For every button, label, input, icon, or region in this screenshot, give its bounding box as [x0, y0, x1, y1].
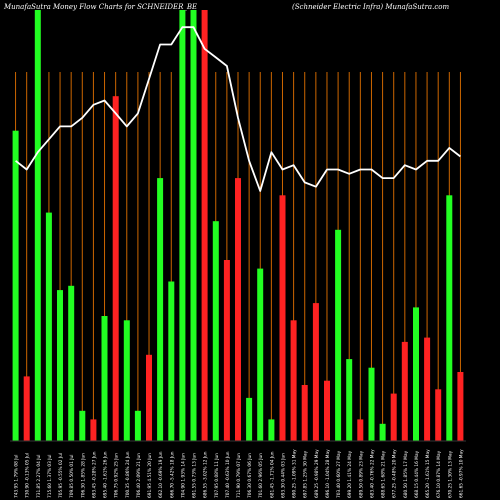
x-tick-label: 676.10 0.87% 14 May [436, 450, 442, 498]
bar-up [157, 178, 164, 441]
bar-down [401, 341, 408, 441]
bar-down [457, 372, 464, 441]
bar-series [12, 10, 464, 441]
x-tick-label: 693.45 -0.28% 27 Jun [91, 451, 97, 498]
x-tick-label: 707.40 -0.63% 10 Jun [225, 451, 231, 498]
bar-down [146, 354, 152, 441]
x-tick-label: 668.15 0.44% 16 May [414, 450, 420, 498]
bar-down [290, 320, 297, 441]
bar-down [390, 393, 397, 441]
bar-up [379, 423, 386, 441]
chart-title: MunafaSutra Money Flow Charts for SCHNEI… [4, 3, 198, 11]
bar-down [312, 303, 319, 441]
bar-up [212, 221, 219, 441]
bar-up [123, 320, 130, 441]
x-tick-label: 703.40 0.60% 27 May [336, 450, 342, 498]
bar-down [223, 260, 230, 441]
bar-up [12, 130, 19, 441]
x-tick-label: 680.50 1.85% 17 May [403, 450, 409, 498]
bar-up [101, 316, 108, 441]
x-tick-label: 662.10 -0.69% 19 Jun [158, 451, 164, 498]
x-tick-label: 711.90 0.79% 07 Jun [236, 453, 242, 498]
x-tick-label: 704.90 1.93% 14 Jun [180, 453, 186, 498]
bar-up [79, 410, 86, 441]
bar-up [335, 229, 342, 441]
bar-down [357, 419, 364, 441]
bar-up [413, 307, 419, 441]
x-tick-label: 665.20 -1.61% 15 May [425, 449, 431, 498]
line-series [10, 26, 466, 442]
x-tick-label: 691.55 0.73% 13 Jun [192, 453, 198, 498]
x-tick-label: 690.25 -1.09% 31 May [292, 449, 298, 498]
x-tick-label: 681.45 -1.71% 04 Jun [269, 451, 275, 498]
x-tick-label: 730.90 -0.13% 05 Jul [25, 453, 31, 498]
x-tick-labels: 743.95 1.79% 08 Jul 730.90 -0.13% 05 Jul 7… [14, 449, 465, 498]
x-tick-label: 686.55 -3.02% 12 Jun [203, 451, 209, 498]
x-tick-label: 689.25 -0.98% 29 May [314, 449, 320, 498]
x-tick-label: 688.65 1.68% 21 May [381, 450, 387, 498]
bar-down [201, 10, 208, 441]
x-tick-label: 699.20 1.41% 24 May [347, 450, 353, 498]
bar-up [257, 268, 264, 441]
bar-down [424, 337, 431, 441]
x-tick-label: 700.35 -0.86% 24 Jun [125, 451, 131, 498]
x-tick-label: 706.30 1.85% 28 Jun [80, 453, 86, 498]
x-tick-label: 743.95 1.79% 08 Jul [14, 455, 20, 498]
bar-up [368, 367, 375, 441]
bar-up [190, 10, 197, 441]
x-tick-label: 707.95 0.08% 11 Jun [214, 453, 220, 498]
x-tick-label: 683.40 -0.76% 22 May [369, 449, 375, 498]
bar-up [34, 10, 41, 441]
x-tick-label: 691.95 4.51% 20 Jun [147, 453, 153, 498]
bar-up [68, 285, 75, 441]
bar-up [446, 195, 453, 441]
bar-up [45, 212, 52, 441]
bar-up [134, 410, 141, 441]
x-tick-label: 661.65 -0.97% 10 May [458, 449, 464, 498]
bar-down [90, 419, 97, 441]
bar-down [324, 380, 330, 441]
bar-down [301, 385, 308, 441]
x-tick-label: 731.85 2.27% 04 Jul [36, 455, 42, 498]
bar-up [268, 419, 275, 441]
bar-up [179, 10, 186, 441]
bar-down [235, 178, 241, 441]
bar-down [279, 195, 286, 441]
x-tick-label: 715.60 1.37% 03 Jul [47, 455, 53, 498]
x-tick-label: 706.75 0.92% 25 Jun [114, 453, 120, 498]
bar-down [23, 376, 30, 441]
x-tick-label: 706.40 2.09% 21 Jun [136, 453, 142, 498]
bar-down [112, 96, 119, 441]
chart-subtitle: (Schneider Electric Infra) MunafaSutra.c… [292, 3, 450, 11]
x-tick-label: 666.70 -5.42% 18 Jun [169, 451, 175, 498]
bar-down [435, 389, 442, 441]
x-tick-label: 670.25 1.30% 13 May [447, 450, 453, 498]
x-tick-label: 705.95 -0.55% 02 Jul [58, 453, 64, 498]
bar-up [246, 397, 253, 441]
bar-up [168, 281, 175, 441]
bar-up [346, 359, 353, 441]
money-flow-line [15, 26, 461, 192]
x-tick-label: 697.85 1.25% 30 May [303, 450, 309, 498]
x-tick-label: 706.30 0.67% 06 Jun [247, 453, 253, 498]
x-tick-label: 677.25 -0.48% 20 May [392, 449, 398, 498]
x-tick-label: 695.40 -1.61% 26 Jun [103, 451, 109, 498]
bar-up [57, 290, 63, 441]
x-tick-label: 701.60 2.96% 05 Jun [258, 453, 264, 498]
x-tick-label: 696.10 -1.04% 28 May [325, 449, 331, 498]
x-tick-label: 709.85 0.50% 01 Jul [69, 455, 75, 498]
x-tick-label: 693.30 0.44% 03 Jun [280, 453, 286, 498]
x-tick-label: 689.50 0.89% 23 May [358, 450, 364, 498]
